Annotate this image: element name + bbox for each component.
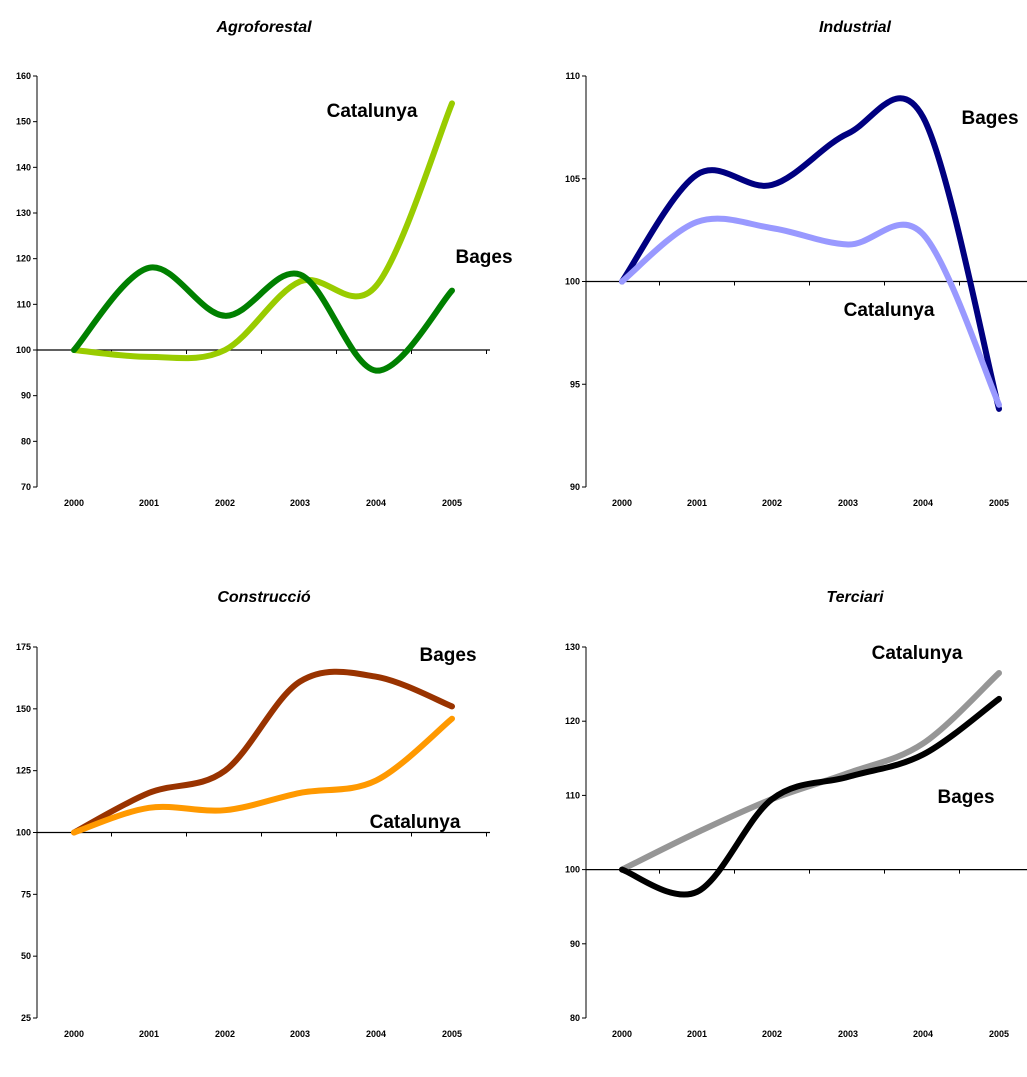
- y-tick-label: 110: [16, 299, 31, 309]
- y-tick-label: 100: [16, 345, 31, 355]
- series-label-bages: Bages: [961, 108, 1018, 129]
- y-tick-label: 100: [565, 865, 580, 875]
- x-tick-label: 2002: [215, 498, 235, 508]
- chart-title: Agroforestal: [215, 19, 312, 36]
- chart-0: Agroforestal 70 80 90 100 110 120 130 140 150 160 2…: [16, 19, 513, 508]
- y-tick-label: 75: [21, 889, 31, 899]
- series-line-catalunya: [71, 100, 455, 362]
- y-tick-label: 110: [565, 790, 580, 800]
- x-tick-label: 2001: [687, 498, 707, 508]
- chart-title: Construcció: [217, 589, 311, 606]
- y-tick-label: 160: [16, 71, 31, 81]
- chart-title: Industrial: [819, 19, 892, 36]
- x-tick-label: 2003: [290, 498, 310, 508]
- y-tick-label: 175: [16, 642, 31, 652]
- x-tick-label: 2002: [762, 1029, 782, 1039]
- series-label-catalunya: Catalunya: [327, 101, 418, 122]
- series-line-catalunya: [71, 715, 455, 836]
- series-line-bages: [619, 695, 1002, 898]
- x-tick-label: 2001: [139, 1029, 159, 1039]
- series-label-catalunya: Catalunya: [844, 300, 935, 321]
- series-label-catalunya: Catalunya: [872, 643, 963, 664]
- x-tick-label: 2000: [612, 498, 632, 508]
- y-tick-label: 130: [16, 208, 31, 218]
- series-label-bages: Bages: [937, 787, 994, 808]
- y-tick-label: 50: [21, 951, 31, 961]
- y-tick-label: 125: [16, 766, 31, 776]
- y-tick-label: 90: [570, 482, 580, 492]
- chart-title: Terciari: [826, 589, 884, 606]
- y-tick-label: 80: [570, 1013, 580, 1023]
- series-line-bages: [71, 264, 455, 374]
- series-line-bages: [619, 95, 1002, 412]
- series-line-bages: [71, 668, 455, 836]
- chart-1: Industrial 90 95 100 105 110 2000 2001 2002 2003 2…: [565, 19, 1027, 508]
- y-tick-label: 120: [565, 716, 580, 726]
- series-line-catalunya: [619, 670, 1002, 873]
- y-tick-label: 90: [21, 391, 31, 401]
- y-tick-label: 150: [16, 704, 31, 714]
- series-label-catalunya: Catalunya: [370, 812, 461, 833]
- series-label-bages: Bages: [455, 247, 512, 268]
- x-tick-label: 2002: [762, 498, 782, 508]
- y-tick-label: 140: [16, 162, 31, 172]
- x-tick-label: 2004: [913, 498, 933, 508]
- x-tick-label: 2003: [838, 1029, 858, 1039]
- y-tick-label: 150: [16, 117, 31, 127]
- y-tick-label: 110: [565, 71, 580, 81]
- series-label-bages: Bages: [419, 645, 476, 666]
- y-tick-label: 95: [570, 379, 580, 389]
- x-tick-label: 2003: [838, 498, 858, 508]
- y-tick-label: 120: [16, 254, 31, 264]
- x-tick-label: 2004: [366, 1029, 386, 1039]
- y-tick-label: 100: [16, 828, 31, 838]
- y-tick-label: 100: [565, 277, 580, 287]
- x-tick-label: 2000: [64, 1029, 84, 1039]
- x-tick-label: 2003: [290, 1029, 310, 1039]
- y-tick-label: 90: [570, 939, 580, 949]
- x-tick-label: 2000: [612, 1029, 632, 1039]
- x-tick-label: 2005: [989, 1029, 1009, 1039]
- chart-3: Terciari 80 90 100 110 120 130 2000 2001 2002 2003…: [565, 589, 1027, 1039]
- x-tick-label: 2005: [989, 498, 1009, 508]
- x-tick-label: 2005: [442, 498, 462, 508]
- x-tick-label: 2001: [687, 1029, 707, 1039]
- series-line-catalunya: [619, 215, 1002, 408]
- x-tick-label: 2000: [64, 498, 84, 508]
- y-tick-label: 80: [21, 436, 31, 446]
- y-tick-label: 130: [565, 642, 580, 652]
- chart-2: Construcció 25 50 75 100 125 150 175 2000 2001 200…: [16, 589, 490, 1039]
- x-tick-label: 2005: [442, 1029, 462, 1039]
- y-tick-label: 25: [21, 1013, 31, 1023]
- x-tick-label: 2004: [913, 1029, 933, 1039]
- x-tick-label: 2001: [139, 498, 159, 508]
- y-tick-label: 70: [21, 482, 31, 492]
- x-tick-label: 2004: [366, 498, 386, 508]
- y-tick-label: 105: [565, 174, 580, 184]
- x-tick-label: 2002: [215, 1029, 235, 1039]
